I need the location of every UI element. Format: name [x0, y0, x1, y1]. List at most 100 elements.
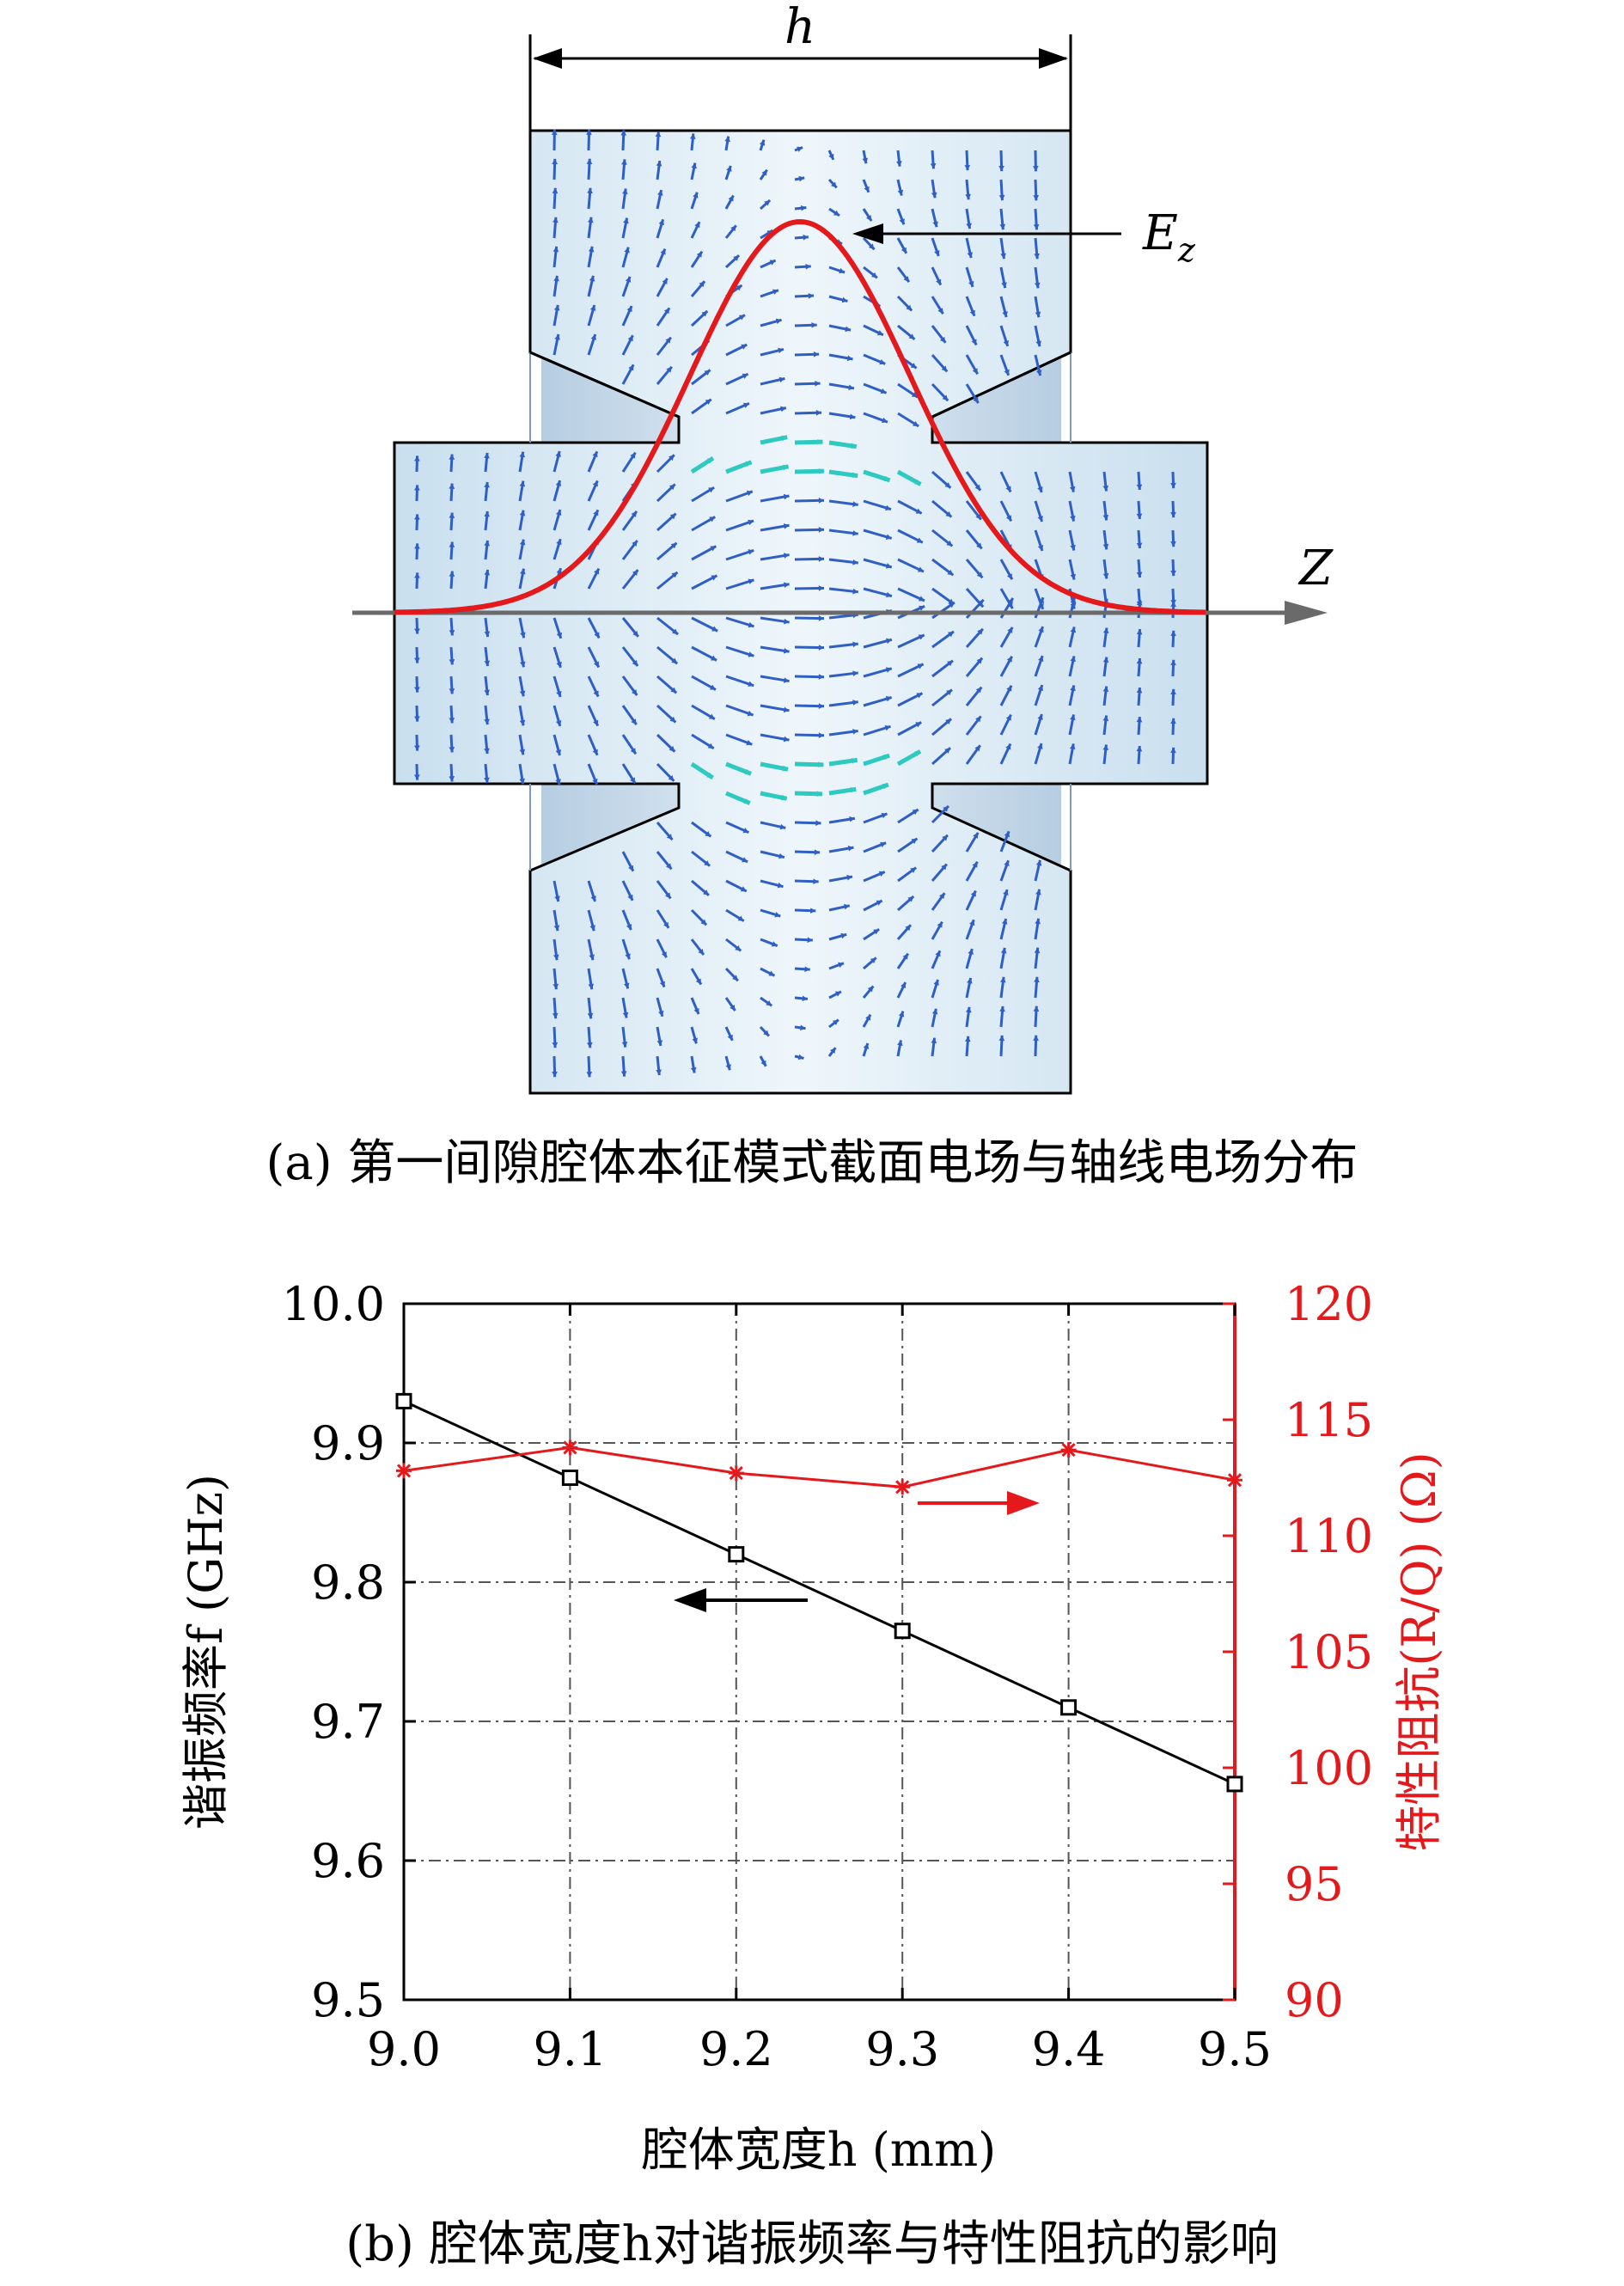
field-vector-head	[766, 1000, 772, 1006]
field-vector-head	[703, 889, 709, 895]
field-vector-head	[800, 205, 807, 211]
field-vector-head	[1001, 282, 1007, 289]
field-vector-head	[746, 739, 753, 746]
field-vector-head	[553, 983, 559, 990]
field-vector-head	[449, 454, 455, 460]
dimension-label: h	[785, 0, 815, 55]
field-vector-head	[769, 260, 776, 266]
field-vector-head	[998, 194, 1005, 201]
y-right-tick-label: 90	[1285, 1973, 1344, 2027]
field-vector-head	[975, 687, 982, 694]
left-series-indicator	[674, 1588, 808, 1612]
field-vector-head	[1102, 543, 1109, 550]
field-vector-head	[906, 304, 913, 311]
field-vector-head	[783, 677, 790, 683]
field-vector-head	[911, 838, 918, 844]
field-vector-head	[710, 546, 717, 552]
field-vector-head	[939, 336, 946, 343]
field-vector-head	[865, 1014, 871, 1021]
field-vector-head	[815, 409, 822, 416]
field-vector-head	[1102, 627, 1109, 634]
field-vector-head	[484, 777, 490, 784]
field-vector-head	[800, 1024, 806, 1031]
y-right-tick-label: 110	[1285, 1509, 1373, 1563]
ez-pointer: Ez	[852, 205, 1196, 269]
field-vector-head	[1034, 282, 1041, 289]
field-vector-head	[414, 628, 420, 634]
field-vector-head	[1032, 166, 1039, 172]
field-vector-head	[670, 542, 677, 549]
field-vector-head	[593, 510, 599, 516]
field-vector-head	[700, 919, 707, 926]
field-vector-head	[968, 281, 974, 287]
field-vector-head	[699, 281, 705, 288]
field-vector-head	[852, 700, 858, 706]
field-vector-head	[1037, 685, 1044, 691]
field-vector-head	[866, 215, 872, 222]
field-vector-head	[632, 660, 638, 666]
field-vector-head	[915, 722, 922, 728]
field-vector-head	[977, 628, 983, 635]
field-vector-head	[830, 1048, 836, 1054]
field-vector-head	[783, 648, 790, 654]
field-vectors	[414, 129, 1176, 1078]
field-vector-head	[1070, 597, 1077, 604]
field-vector-head	[1136, 513, 1143, 519]
field-vector-head	[883, 754, 890, 761]
field-vector-head	[932, 221, 938, 228]
right-series-indicator	[918, 1491, 1040, 1515]
y-right-tick-label: 105	[1285, 1625, 1373, 1679]
field-vector-head	[1005, 515, 1011, 522]
field-vector-head	[704, 370, 711, 376]
x-tick-label: 9.0	[367, 2022, 441, 2076]
field-vector-head	[745, 461, 752, 468]
y-axis-right-label: 特性阻抗(R/Q) (Ω)	[1392, 1452, 1446, 1851]
field-vector-head	[745, 769, 752, 775]
field-vector-head	[484, 510, 491, 517]
field-vector-head	[587, 1012, 594, 1019]
frequency-point	[395, 1392, 412, 1409]
field-vector-head	[947, 569, 954, 576]
field-vector-head	[1170, 601, 1176, 608]
field-vector-head	[519, 690, 526, 697]
field-vector-head	[831, 181, 837, 188]
field-vector-head	[1136, 484, 1143, 490]
field-vector-head	[1136, 600, 1143, 606]
field-vector-head	[818, 674, 824, 680]
field-vector-head	[711, 655, 717, 661]
field-vector-head	[964, 164, 971, 171]
field-vector-head	[780, 406, 786, 413]
field-vector-head	[783, 736, 790, 743]
field-vector-head	[873, 929, 880, 935]
field-vector-head	[743, 798, 750, 804]
field-vector-head	[484, 569, 491, 576]
field-vector-head	[1069, 486, 1076, 492]
field-vector-head	[999, 223, 1006, 230]
impedance-point	[1227, 1472, 1242, 1488]
field-vector-head	[902, 953, 908, 960]
field-vector-head	[586, 158, 593, 164]
field-vector-head	[908, 333, 915, 339]
x-tick-label: 9.5	[1198, 2022, 1272, 2076]
field-vector-head	[553, 246, 559, 253]
field-vector-head	[885, 504, 891, 511]
field-vector-head	[1033, 223, 1040, 230]
field-vector-head	[885, 563, 892, 569]
field-vector-head	[797, 1054, 804, 1060]
field-vector-head	[586, 129, 592, 135]
field-vector-head	[661, 951, 667, 958]
field-vector-head	[1038, 656, 1044, 663]
y-axis-right: 90 95 100 105 110 115 120	[1223, 1277, 1373, 2027]
field-vector-head	[880, 841, 887, 848]
field-vector-head	[672, 628, 679, 635]
field-vector-head	[818, 615, 824, 621]
field-vector-head	[706, 772, 713, 778]
field-vector-head	[696, 251, 702, 258]
field-vector-head	[625, 953, 631, 960]
field-vector-head	[1102, 744, 1109, 750]
field-vector-head	[782, 464, 789, 471]
field-vector-head	[656, 161, 662, 167]
field-vector-head	[414, 543, 420, 549]
field-vector-head	[728, 195, 734, 202]
y-right-tick-label: 95	[1285, 1857, 1344, 1911]
